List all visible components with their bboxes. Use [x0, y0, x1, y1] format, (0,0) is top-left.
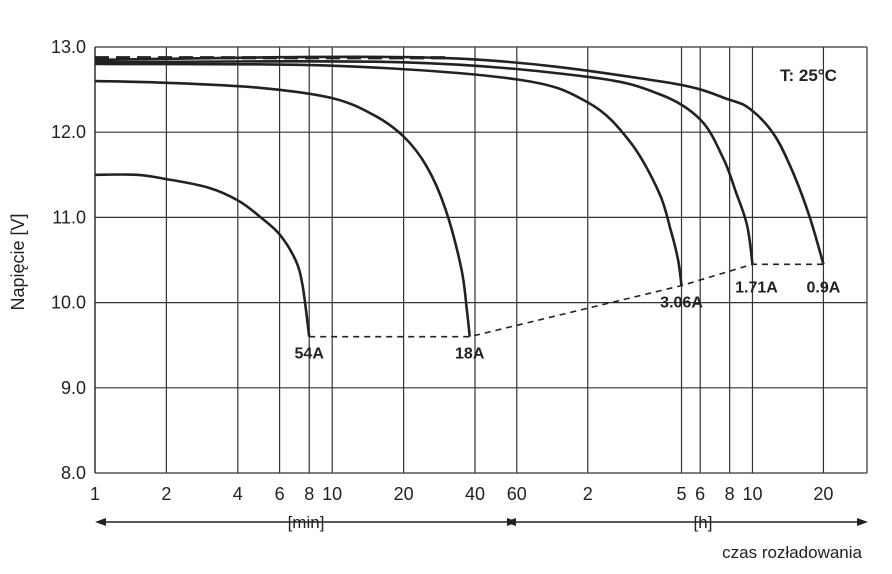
x-tick-label: 10: [322, 484, 342, 504]
x-tick-label: 1: [90, 484, 100, 504]
y-tick-label: 9.0: [61, 378, 86, 398]
x-tick-label: 4: [233, 484, 243, 504]
y-tick-label: 12.0: [51, 122, 86, 142]
arrow-h-head-left: [505, 518, 516, 526]
y-tick-label: 11.0: [52, 207, 86, 227]
curves: [94, 55, 825, 338]
x-tick-label: 2: [161, 484, 171, 504]
curve-3.06A: [94, 62, 683, 286]
curve-label-0.9A: 0.9A: [807, 279, 841, 296]
arrow-h-head-right: [857, 518, 868, 526]
x-tick-label: 20: [394, 484, 414, 504]
x-tick-label: 8: [725, 484, 735, 504]
x-unit-min: [min]: [288, 513, 325, 532]
y-tick-label: 10.0: [51, 293, 86, 313]
curve-54A: [94, 173, 311, 337]
curve-label-18A: 18A: [455, 346, 485, 363]
temperature-label: T: 25°C: [780, 66, 837, 85]
curve-label-3.06A: 3.06A: [660, 295, 703, 312]
x-tick-label: 10: [742, 484, 762, 504]
cutoff-line: [309, 263, 824, 338]
x-tick-label: 60: [507, 484, 527, 504]
x-tick-label: 8: [304, 484, 314, 504]
x-axis-label: czas rozładowania: [722, 543, 862, 562]
curve-18A: [94, 79, 471, 337]
curve-label-54A: 54A: [295, 346, 325, 363]
x-tick-label: 40: [465, 484, 485, 504]
grid: [94, 46, 868, 526]
y-tick-label: 13.0: [51, 37, 86, 57]
labels: Napięcie [V] T: 25°C [min] [h] czas rozł…: [8, 37, 863, 562]
x-tick-label: 6: [275, 484, 285, 504]
curve-label-1.71A: 1.71A: [735, 279, 778, 296]
x-tick-label: 2: [583, 484, 593, 504]
curve-1.71A: [94, 59, 754, 265]
arrow-min-head-left: [95, 518, 106, 526]
curve-0.9A: [94, 55, 825, 265]
x-tick-label: 5: [677, 484, 687, 504]
y-axis-label: Napięcie [V]: [8, 213, 28, 310]
x-unit-h: [h]: [694, 513, 713, 532]
y-tick-label: 8.0: [61, 463, 86, 483]
x-tick-label: 6: [695, 484, 705, 504]
x-tick-label: 20: [813, 484, 833, 504]
